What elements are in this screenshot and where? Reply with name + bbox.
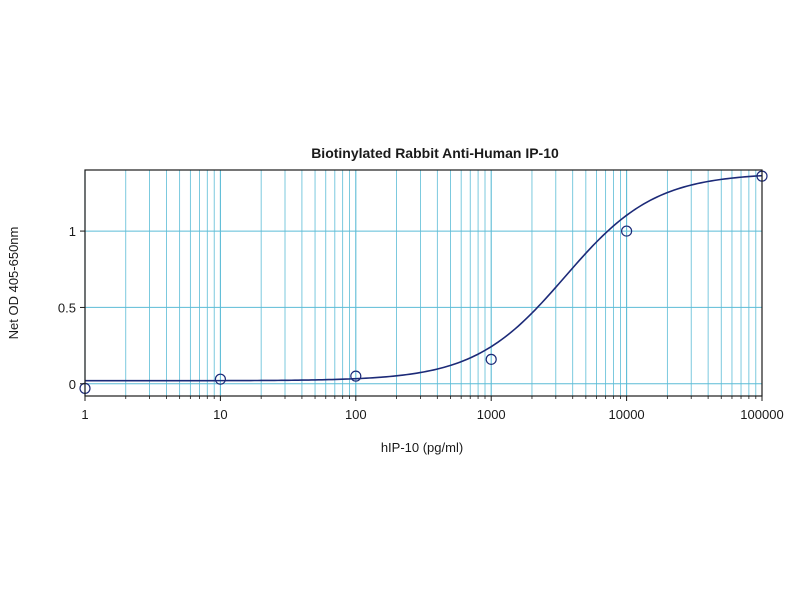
data-point — [620, 225, 633, 237]
y-tick-label: 0 — [69, 377, 76, 392]
data-points — [79, 170, 768, 394]
data-point — [485, 353, 497, 365]
x-tick-label: 10 — [213, 407, 227, 422]
axis-ticks: 1 10 100 1000 10000 100000 0 0.5 1 — [58, 224, 784, 422]
x-tick-label: 1 — [81, 407, 88, 422]
fit-curve-layer — [85, 174, 763, 382]
y-axis-label: Net OD 405-650nm — [6, 227, 21, 340]
x-tick-label: 1000 — [477, 407, 506, 422]
y-tick-label: 0.5 — [58, 300, 76, 315]
x-tick-label: 10000 — [609, 407, 645, 422]
y-tick-label: 1 — [69, 224, 76, 239]
x-tick-label: 100000 — [740, 407, 783, 422]
chart-title: Biotinylated Rabbit Anti-Human IP-10 — [311, 145, 559, 161]
fit-curve — [85, 174, 763, 382]
data-point — [214, 373, 226, 385]
plot-frame — [84, 169, 763, 397]
data-point — [350, 370, 362, 382]
grid — [84, 170, 762, 396]
x-axis-label: hIP-10 (pg/ml) — [381, 440, 463, 455]
x-tick-label: 100 — [345, 407, 367, 422]
